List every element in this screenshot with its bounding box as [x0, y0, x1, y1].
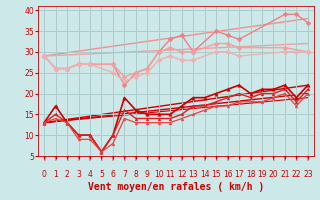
X-axis label: Vent moyen/en rafales ( km/h ): Vent moyen/en rafales ( km/h ) — [88, 182, 264, 192]
